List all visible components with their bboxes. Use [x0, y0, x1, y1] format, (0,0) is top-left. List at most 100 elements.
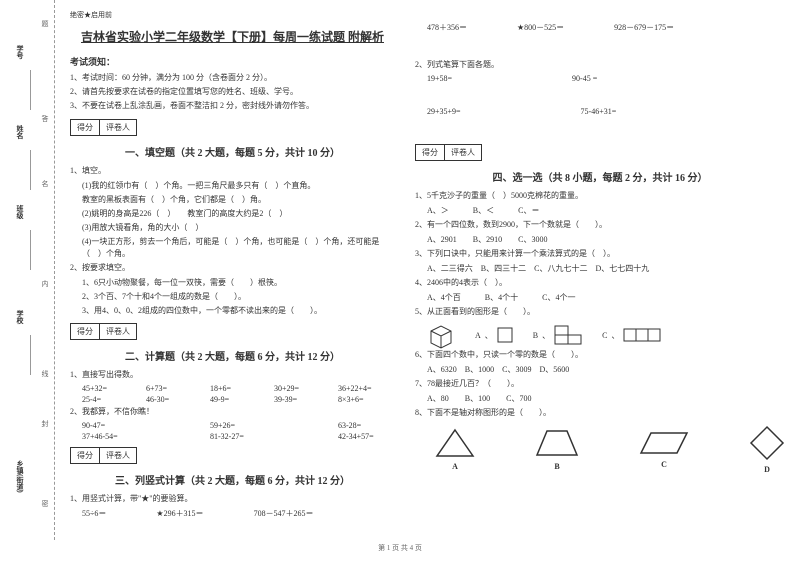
calc-row: 25-4= 46-30= 49-9= 39-39= 8×3+6= — [82, 395, 395, 404]
calc — [274, 432, 324, 441]
q6-head: 2、列式笔算下面各题。 — [415, 59, 785, 71]
notice-2: 2、请首先按要求在试卷的指定位置填写您的姓名、班级、学号。 — [70, 86, 395, 97]
vert-calc-row: 478＋356＝ ★800－525＝ 928－679－175＝ — [427, 22, 785, 33]
score-label: 得分 — [71, 448, 100, 463]
q1-sub-1: 教室的黑板表面有（ ）个角，它们都是（ ）角。 — [82, 194, 395, 206]
vert-calc-row: 55÷6＝ ★296＋315＝ 708－547＋265＝ — [82, 508, 395, 519]
calc: 18+6= — [210, 384, 260, 393]
parallelogram-icon — [639, 430, 689, 456]
margin-line — [30, 230, 31, 270]
calc: 478＋356＝ — [427, 22, 467, 33]
section-3-title: 三、列竖式计算（共 2 大题，每题 6 分，共计 12 分） — [70, 472, 395, 487]
label-B: B — [533, 331, 538, 340]
q1-sub-0: (1)我的红领巾有（ ）个角。一把三角尺最多只有（ ）个直角。 — [82, 180, 395, 192]
calc: 75-46+31= — [581, 107, 617, 116]
calc-row: 37+46-54= 81-32-27= 42-34+57= — [82, 432, 395, 441]
q2-head: 2、按要求填空。 — [70, 262, 395, 274]
score-box: 得分 评卷人 — [70, 447, 137, 464]
calc: 90-47= — [82, 421, 132, 430]
triangle-icon — [435, 428, 475, 458]
margin-dash-4: 线 — [40, 370, 50, 377]
s4q8: 8、下面不是轴对称图形的是（ ）。 — [415, 407, 785, 419]
calc: 6+73= — [146, 384, 196, 393]
calc: 45+32= — [82, 384, 132, 393]
label-A: A — [452, 462, 458, 471]
margin-field-2: 班级 — [15, 205, 25, 219]
s4q7: 7、78最接近几百？（ ）。 — [415, 378, 785, 390]
notice-3: 3、不要在试卷上乱涂乱画，卷面不整洁扣 2 分，密封线外请勿作答。 — [70, 100, 395, 111]
score-box: 得分 评卷人 — [70, 119, 137, 136]
s4q4: 4、2406中的4表示（ ）。 — [415, 277, 785, 289]
cube-3d-icon — [427, 321, 455, 349]
three-squares-icon — [623, 328, 663, 342]
calc: 46-30= — [146, 395, 196, 404]
bottom-shapes-row: A B C D — [435, 425, 785, 474]
score-label: 得分 — [416, 145, 445, 160]
label-C: C — [602, 331, 607, 340]
calc: 42-34+57= — [338, 432, 388, 441]
calc: 19+58= — [427, 74, 452, 83]
q4-head: 2、我都算，不信你瞧！ — [70, 406, 395, 418]
margin-line — [30, 70, 31, 110]
calc — [274, 421, 324, 430]
margin-dash-0: 题 — [40, 20, 50, 27]
q1-sub-3: (3)用放大镜看角，角的大小（ ） — [82, 222, 395, 234]
calc: 39-39= — [274, 395, 324, 404]
score-box: 得分 评卷人 — [70, 323, 137, 340]
calc: ★296＋315＝ — [156, 508, 203, 519]
score-label: 得分 — [71, 324, 100, 339]
s4q2: 2、有一个四位数，数到2900，下一个数就是（ ）。 — [415, 219, 785, 231]
label-C: C — [661, 460, 667, 469]
q1-head: 1、填空。 — [70, 165, 395, 177]
notice-1: 1、考试时间：60 分钟，满分为 100 分（含卷面分 2 分）。 — [70, 72, 395, 83]
q2-sub-1: 2、3个百、7个十和4个一组成的数是（ ）。 — [82, 291, 395, 303]
calc: 55÷6＝ — [82, 508, 106, 519]
q3-head: 1、直接写出得数。 — [70, 369, 395, 381]
calc: 49-9= — [210, 395, 260, 404]
calc: 90-45 = — [572, 74, 597, 83]
page-footer: 第 1 页 共 4 页 — [0, 540, 800, 553]
vert-calc-row: 29+35+9= 75-46+31= — [427, 107, 785, 116]
margin-field-3: 学校 — [15, 310, 25, 324]
s4q1: 1、5千克沙子的重量（ ）5000克棉花的重量。 — [415, 190, 785, 202]
binding-margin: 题 学号 答 姓名 名 班级 内 学校 线 封 乡镇(街道) 密 — [0, 0, 55, 540]
label-D: D — [764, 465, 770, 474]
margin-line — [30, 150, 31, 190]
margin-field-1: 姓名 — [15, 125, 25, 139]
exam-title: 吉林省实验小学二年级数学【下册】每周一练试题 附解析 — [70, 28, 395, 45]
calc: 59+26= — [210, 421, 260, 430]
s4q3-opts: A、二三得六 B、四三十二 C、八九七十二 D、七七四十九 — [427, 263, 785, 275]
calc: 928－679－175＝ — [614, 22, 674, 33]
s4q1-opts: A、＞ B、＜ C、＝ — [427, 205, 785, 217]
secret-label: 绝密★启用前 — [70, 10, 395, 20]
s4q2-opts: A、2901 B、2910 C、3000 — [427, 234, 785, 246]
cube-shapes-row: A、 B、 C、 — [427, 321, 785, 349]
calc: 37+46-54= — [82, 432, 132, 441]
calc: 63-28= — [338, 421, 388, 430]
calc-row: 90-47= 59+26= 63-28= — [82, 421, 395, 430]
s4q7-opts: A、80 B、100 C、700 — [427, 393, 785, 405]
q2-sub-0: 1、6只小动物聚餐，每一位一双筷，需要（ ）根筷。 — [82, 277, 395, 289]
s4q3: 3、下列口诀中，只能用来计算一个乘法算式的是（ ）。 — [415, 248, 785, 260]
score-label: 得分 — [71, 120, 100, 135]
calc — [146, 432, 196, 441]
q1-sub-4: (4)一块正方形，剪去一个角后，可能是（ ）个角，也可能是（ ）个角，还可能是（… — [82, 236, 395, 260]
grader-label: 评卷人 — [100, 324, 136, 339]
l-shape-icon — [554, 325, 582, 345]
grader-label: 评卷人 — [100, 448, 136, 463]
calc: 30+29= — [274, 384, 324, 393]
grader-label: 评卷人 — [100, 120, 136, 135]
margin-dash-3: 内 — [40, 280, 50, 287]
margin-line — [30, 335, 31, 375]
q2-sub-2: 3、用4、0、0、2组成的四位数中，一个零都不读出来的是（ ）。 — [82, 305, 395, 317]
calc: 29+35+9= — [427, 107, 461, 116]
s4q4-opts: A、4个百 B、4个十 C、4个一 — [427, 292, 785, 304]
margin-field-4: 乡镇(街道) — [15, 460, 25, 493]
margin-dash-5: 封 — [40, 420, 50, 427]
calc: 36+22+4= — [338, 384, 388, 393]
calc-row: 45+32= 6+73= 18+6= 30+29= 36+22+4= — [82, 384, 395, 393]
notice-header: 考试须知： — [70, 55, 395, 68]
margin-dash-6: 密 — [40, 500, 50, 507]
margin-dash-2: 名 — [40, 180, 50, 187]
calc: 81-32-27= — [210, 432, 260, 441]
